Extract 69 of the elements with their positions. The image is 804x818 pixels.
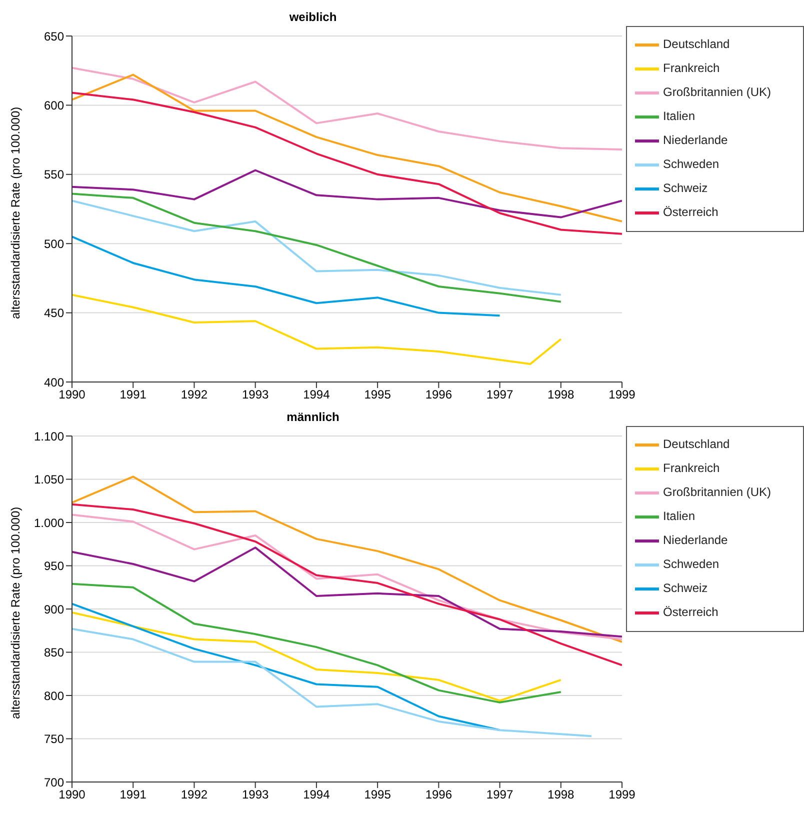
y-tick-label: 1.050	[34, 472, 64, 487]
x-tick-label: 1991	[120, 788, 147, 802]
line-series	[72, 611, 562, 702]
x-tick-label: 1998	[548, 388, 575, 402]
x-tick-label: 1997	[486, 388, 514, 402]
y-axis-title: altersstandardisierte Rate (pro 100.000)	[8, 506, 22, 719]
x-tick-label: 1999	[608, 788, 636, 802]
legend-label: Schweiz	[663, 181, 708, 196]
legend-label: Österreich	[663, 205, 718, 220]
line-series	[72, 169, 622, 218]
y-tick-label: 450	[44, 306, 64, 320]
line-series	[72, 628, 592, 738]
legend-label: Italien	[663, 109, 696, 124]
legend-label: Deutschland	[663, 437, 730, 452]
line-series	[72, 546, 622, 638]
x-tick-label: 1991	[120, 388, 147, 402]
y-tick-label: 850	[44, 646, 64, 660]
x-tick-label: 1992	[180, 388, 208, 402]
x-tick-label: 1996	[425, 388, 452, 402]
x-tick-label: 1995	[364, 388, 392, 402]
x-tick-label: 1992	[180, 788, 208, 802]
y-axis-title: altersstandardisierte Rate (pro 100.000)	[8, 106, 22, 319]
y-tick-label: 650	[44, 29, 64, 44]
y-tick-label: 500	[44, 236, 64, 251]
legend-label: Schweden	[663, 557, 720, 572]
legend-label: Deutschland	[663, 37, 730, 52]
line-series	[72, 503, 622, 666]
y-tick-label: 950	[44, 559, 64, 574]
x-tick-label: 1998	[548, 788, 575, 802]
line-series	[72, 514, 622, 640]
line-series	[72, 602, 501, 732]
legend-label: Frankreich	[663, 61, 720, 76]
line-series	[72, 294, 562, 366]
x-tick-label: 1993	[242, 788, 270, 802]
y-tick-label: 700	[44, 775, 64, 790]
x-tick-label: 1995	[364, 788, 392, 802]
line-series	[72, 92, 622, 235]
x-tick-label: 1990	[58, 388, 86, 402]
y-tick-label: 550	[44, 168, 64, 182]
y-tick-label: 600	[44, 98, 64, 112]
line-series	[72, 476, 622, 643]
x-tick-label: 1996	[425, 788, 452, 802]
legend-label: Großbritannien (UK)	[663, 85, 772, 100]
line-series	[72, 74, 622, 222]
chart-title: weiblich	[288, 9, 338, 26]
legend-label: Schweiz	[663, 581, 708, 596]
y-tick-label: 400	[44, 375, 64, 390]
y-tick-label: 900	[44, 602, 64, 616]
x-tick-label: 1994	[303, 388, 330, 402]
chart-title: männlich	[286, 409, 340, 426]
y-tick-label: 800	[44, 688, 64, 703]
y-tick-label: 750	[44, 732, 64, 746]
legend-label: Großbritannien (UK)	[663, 485, 772, 500]
legend-label: Italien	[663, 509, 696, 524]
legend-label: Frankreich	[663, 461, 720, 476]
legend-label: Niederlande	[663, 533, 728, 548]
legend-label: Österreich	[663, 605, 718, 620]
x-tick-label: 1997	[486, 788, 514, 802]
legend-label: Niederlande	[663, 133, 728, 148]
line-series	[72, 236, 501, 317]
y-tick-label: 1.000	[34, 516, 64, 530]
x-tick-label: 1993	[242, 388, 270, 402]
line-series	[72, 66, 622, 150]
y-tick-label: 1.100	[34, 429, 64, 444]
x-tick-label: 1999	[608, 388, 636, 402]
x-tick-label: 1990	[58, 788, 86, 802]
legend-label: Schweden	[663, 157, 720, 172]
line-series	[72, 582, 562, 704]
x-tick-label: 1994	[303, 788, 330, 802]
